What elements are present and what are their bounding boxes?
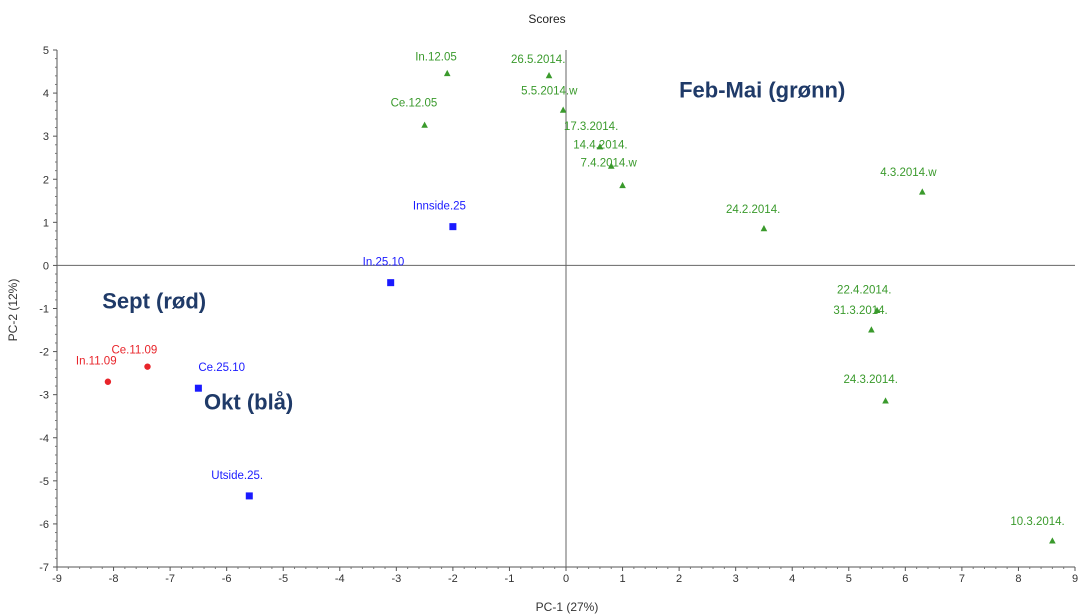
data-point-green	[619, 181, 626, 189]
point-label: 24.3.2014.	[844, 374, 898, 386]
point-label: Ce.11.09	[111, 345, 157, 357]
x-tick-label: -2	[448, 573, 458, 585]
y-tick-label: -3	[39, 390, 49, 402]
x-tick-label: -7	[165, 573, 175, 585]
x-tick-label: 2	[676, 573, 682, 585]
data-point-red	[104, 378, 112, 385]
x-tick-label: -6	[222, 573, 232, 585]
data-point-green	[919, 188, 926, 195]
group-annotations: Feb-Mai (grønn) Sept (rød) Okt (blå)	[102, 77, 845, 414]
x-tick-label: 1	[619, 573, 625, 585]
point-label: 26.5.2014.	[511, 54, 565, 66]
data-point-blue	[449, 223, 457, 231]
data-point-green	[1049, 537, 1056, 544]
x-tick-label: -3	[391, 573, 401, 585]
point-label: 22.4.2014.	[837, 285, 891, 297]
y-tick-label: -1	[39, 304, 49, 316]
y-tick-label: 2	[43, 174, 49, 186]
data-point-green	[873, 306, 881, 314]
data-point-blue	[194, 384, 202, 392]
x-tick-label: 7	[959, 573, 965, 585]
data-points	[104, 69, 1056, 544]
x-tick-label: -4	[335, 573, 345, 585]
point-label: 17.3.2014.	[564, 121, 618, 133]
x-tick-label: 8	[1015, 573, 1021, 585]
point-label: Utside.25.	[211, 470, 263, 482]
y-tick-label: 5	[43, 45, 49, 57]
group-annotation: Feb-Mai (grønn)	[679, 77, 845, 102]
point-label: Ce.25.10	[198, 362, 245, 374]
x-tick-label: -9	[52, 573, 62, 585]
x-tick-label: -8	[109, 573, 119, 585]
data-point-green	[596, 143, 604, 150]
chart-title: Scores	[528, 12, 565, 26]
x-tick-label: 5	[846, 573, 852, 585]
data-point-green	[421, 121, 428, 128]
data-point-green	[545, 72, 553, 79]
x-tick-label: 0	[563, 573, 569, 585]
y-tick-label: 4	[43, 88, 49, 100]
point-label: In.12.05	[415, 52, 457, 64]
y-tick-label: 3	[43, 131, 49, 143]
x-tick-label: -1	[505, 573, 515, 585]
point-label: In.11.09	[76, 356, 117, 368]
axis-ticks: -9 -8 -7 -6 -5 -4 -3 -2 -1 0 1 2 3 4 5 6 7 8 9 5 4 3 2 1 0 -1 -2 -3…	[39, 45, 1078, 585]
data-point-green	[607, 162, 615, 169]
point-label: In.25.10	[363, 257, 405, 269]
x-axis-title: PC-1 (27%)	[536, 600, 599, 614]
y-tick-label: -5	[39, 476, 49, 488]
data-point-green	[760, 224, 768, 232]
x-tick-label: -5	[278, 573, 288, 585]
data-point-blue	[387, 279, 395, 287]
data-point-green	[559, 106, 567, 113]
data-point-green	[443, 69, 451, 77]
y-tick-label: -2	[39, 347, 49, 359]
point-label: Innside.25	[413, 201, 466, 213]
point-label: 5.5.2014.w	[521, 85, 578, 97]
point-label: 14.4.2014.	[573, 139, 627, 151]
data-point-blue	[245, 492, 253, 500]
y-tick-label: -7	[39, 562, 49, 574]
x-tick-label: 6	[902, 573, 908, 585]
y-axis-title: PC-2 (12%)	[6, 279, 20, 342]
x-tick-label: 4	[789, 573, 795, 585]
data-point-red	[144, 363, 151, 370]
y-tick-label: -4	[39, 433, 49, 445]
y-tick-label: 1	[43, 217, 49, 229]
data-point-green	[868, 326, 875, 333]
group-annotation: Okt (blå)	[204, 390, 293, 415]
point-label: 10.3.2014.	[1010, 516, 1064, 528]
x-tick-label: 9	[1072, 573, 1078, 585]
point-label: 4.3.2014.w	[880, 167, 937, 179]
y-tick-label: -6	[39, 519, 49, 531]
point-label: 24.2.2014.	[726, 204, 780, 216]
x-tick-label: 3	[733, 573, 739, 585]
y-tick-label: 0	[43, 260, 49, 272]
data-point-green	[882, 397, 889, 404]
point-label: 7.4.2014.w	[581, 158, 638, 170]
point-label: 31.3.2014.	[833, 305, 887, 317]
point-label: Ce.12.05	[391, 97, 438, 109]
group-annotation: Sept (rød)	[102, 289, 206, 314]
